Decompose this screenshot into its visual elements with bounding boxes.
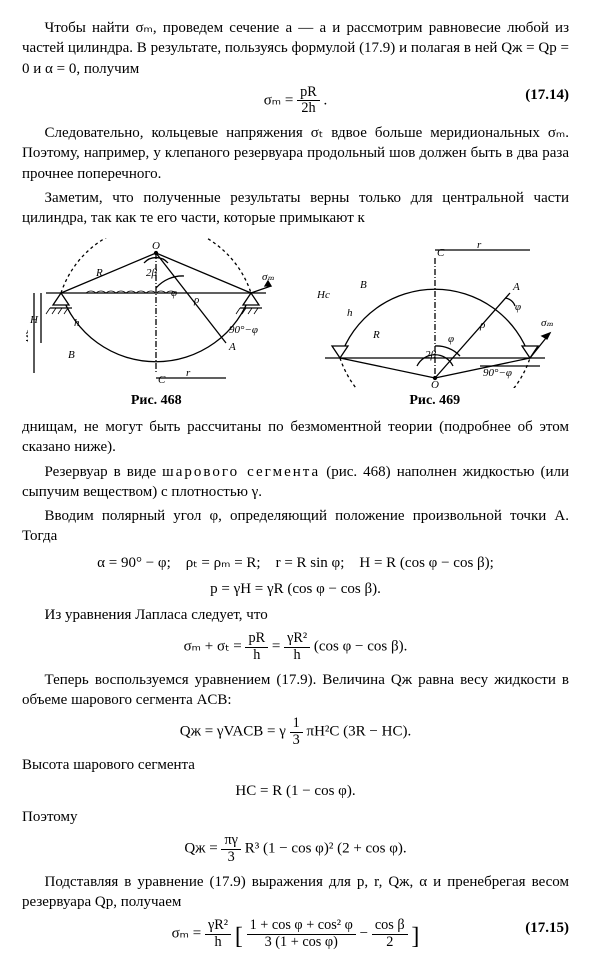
svg-text:h: h bbox=[347, 307, 353, 319]
para-3: Заметим, что полученные результаты верны… bbox=[22, 188, 569, 229]
para-5: Резервуар в виде шарового сегмента (рис.… bbox=[22, 462, 569, 503]
figures-row: O 2β φ 90°−φ R ρ A bbox=[22, 238, 569, 411]
svg-text:r: r bbox=[477, 239, 482, 251]
fig469-svg: O 2β φ 90°−φ R ρ bbox=[305, 238, 565, 388]
svg-text:φ: φ bbox=[515, 301, 521, 313]
eq8-f1n: γR² bbox=[205, 918, 231, 935]
svg-text:ρ: ρ bbox=[479, 319, 485, 331]
eq4-tail: (cos φ − cos β). bbox=[314, 639, 407, 655]
svg-text:R: R bbox=[95, 267, 103, 279]
figure-469: O 2β φ 90°−φ R ρ bbox=[301, 238, 570, 411]
eq1-num: pR bbox=[297, 85, 320, 102]
svg-text:φ: φ bbox=[448, 333, 454, 345]
equation-2: α = 90° − φ; ρₜ = ρₘ = R; r = R sin φ; H… bbox=[22, 553, 569, 573]
eq1-tail: . bbox=[320, 92, 328, 108]
eq8-lhs: σₘ = bbox=[172, 926, 205, 942]
svg-text:2β: 2β bbox=[146, 267, 158, 279]
svg-text:B: B bbox=[68, 349, 75, 361]
equation-17-15: σₘ = γR²h [ 1 + cos φ + cos² φ3 (1 + cos… bbox=[22, 918, 569, 953]
equation-5: Qж = γVACB = γ 13 πH²C (3R − HC). bbox=[22, 716, 569, 748]
svg-text:90°−φ: 90°−φ bbox=[229, 324, 258, 336]
para-7: Из уравнения Лапласа следует, что bbox=[22, 605, 569, 625]
para-8: Теперь воспользуемся уравнением (17.9). … bbox=[22, 670, 569, 711]
svg-text:φ: φ bbox=[171, 287, 177, 299]
equation-4: σₘ + σₜ = pRh = γR²h (cos φ − cos β). bbox=[22, 631, 569, 663]
eq8-ref: (17.15) bbox=[525, 918, 569, 938]
svg-text:A: A bbox=[228, 341, 236, 353]
eq5-f1d: 3 bbox=[290, 733, 303, 749]
svg-text:O: O bbox=[152, 240, 160, 252]
eq4-f1d: h bbox=[245, 648, 268, 664]
svg-text:B: B bbox=[360, 279, 367, 291]
eq7-f1d: 3 bbox=[221, 850, 241, 866]
eq4-f2d: h bbox=[284, 648, 310, 664]
svg-text:R: R bbox=[372, 329, 380, 341]
para-1: Чтобы найти σₘ, проведем сечение a — a и… bbox=[22, 18, 569, 79]
svg-text:A: A bbox=[512, 281, 520, 293]
eq8-f2n: 1 + cos φ + cos² φ bbox=[247, 918, 356, 935]
para-10: Поэтому bbox=[22, 807, 569, 827]
svg-text:σₘ: σₘ bbox=[262, 271, 274, 283]
para-4: днищам, не могут быть рассчитаны по безм… bbox=[22, 417, 569, 458]
equation-17-14: σₘ = pR 2h . (17.14) bbox=[22, 85, 569, 117]
equation-3: p = γH = γR (cos φ − cos β). bbox=[22, 579, 569, 599]
fig469-caption: Рис. 469 bbox=[301, 392, 570, 411]
fig468-caption: Рис. 468 bbox=[22, 392, 291, 411]
equation-6: HC = R (1 − cos φ). bbox=[22, 781, 569, 801]
eq8-f2d: 3 (1 + cos φ) bbox=[247, 935, 356, 951]
para-6: Вводим полярный угол φ, определяющий пол… bbox=[22, 506, 569, 547]
eq7-tail: R³ (1 − cos φ)² (2 + cos φ). bbox=[245, 841, 407, 857]
eq8-mid: − bbox=[360, 926, 372, 942]
fig468-svg: O 2β φ 90°−φ R ρ A bbox=[26, 238, 286, 388]
para-2: Следовательно, кольцевые напряжения σₜ в… bbox=[22, 123, 569, 184]
eq8-f3n: cos β bbox=[372, 918, 408, 935]
eq8-bo: [ bbox=[235, 924, 243, 950]
p5a: Резервуар в виде bbox=[45, 464, 163, 480]
eq8-bc: ] bbox=[411, 924, 419, 950]
eq7-f1n: πγ bbox=[221, 833, 241, 850]
eq8-f3d: 2 bbox=[372, 935, 408, 951]
para-9: Высота шарового сегмента bbox=[22, 755, 569, 775]
eq7-lhs: Qж = bbox=[184, 841, 221, 857]
eq4-lhs: σₘ + σₜ = bbox=[184, 639, 242, 655]
svg-text:Hc: Hc bbox=[316, 289, 330, 301]
eq1-den: 2h bbox=[297, 101, 320, 117]
eq4-f1n: pR bbox=[245, 631, 268, 648]
svg-text:ρ: ρ bbox=[193, 294, 199, 306]
eq1-frac: pR 2h bbox=[297, 85, 320, 117]
svg-text:C: C bbox=[437, 247, 445, 259]
eq5-f1n: 1 bbox=[290, 716, 303, 733]
p5b: шарового сегмента bbox=[162, 464, 320, 480]
para-11: Подставляя в уравнение (17.9) выражения … bbox=[22, 872, 569, 913]
svg-text:h: h bbox=[74, 317, 80, 329]
svg-text:O: O bbox=[431, 379, 439, 388]
equation-7: Qж = πγ3 R³ (1 − cos φ)² (2 + cos φ). bbox=[22, 833, 569, 865]
figure-468: O 2β φ 90°−φ R ρ A bbox=[22, 238, 291, 411]
svg-text:C: C bbox=[158, 374, 166, 386]
eq4-f2n: γR² bbox=[284, 631, 310, 648]
svg-text:Hc: Hc bbox=[26, 329, 31, 343]
svg-text:2β: 2β bbox=[425, 349, 437, 361]
eq8-f1d: h bbox=[205, 935, 231, 951]
svg-text:σₘ: σₘ bbox=[541, 317, 553, 329]
svg-text:90°−φ: 90°−φ bbox=[483, 367, 512, 379]
eq1-lhs: σₘ = bbox=[264, 92, 294, 108]
eq1-ref: (17.14) bbox=[525, 85, 569, 105]
eq5-tail: πH²C (3R − HC). bbox=[307, 724, 412, 740]
svg-text:r: r bbox=[186, 367, 191, 379]
eq4-mid: = bbox=[272, 639, 284, 655]
eq5-lhs: Qж = γVACB = γ bbox=[180, 724, 290, 740]
